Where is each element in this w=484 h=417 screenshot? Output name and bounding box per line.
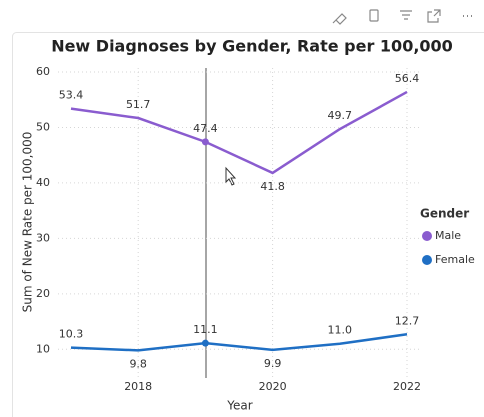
data-label: 41.8 bbox=[260, 180, 285, 193]
data-label: 10.3 bbox=[59, 328, 84, 341]
data-label: 47.4 bbox=[193, 122, 218, 135]
data-label: 49.7 bbox=[328, 109, 353, 122]
data-label: 11.0 bbox=[328, 324, 353, 337]
chart-title: New Diagnoses by Gender, Rate per 100,00… bbox=[51, 37, 453, 56]
legend-marker bbox=[422, 255, 432, 265]
toolbar[interactable] bbox=[332, 9, 472, 25]
pin-icon[interactable] bbox=[332, 13, 347, 25]
series-line bbox=[70, 333, 408, 352]
legend-title: Gender bbox=[420, 207, 469, 221]
y-tick-label: 40 bbox=[36, 176, 50, 189]
y-tick-label: 50 bbox=[36, 120, 50, 133]
y-tick-label: 10 bbox=[36, 342, 50, 355]
y-tick-label: 30 bbox=[36, 231, 50, 244]
hover-point bbox=[201, 339, 209, 347]
legend-label: Male bbox=[435, 229, 461, 242]
series-line bbox=[70, 90, 408, 175]
cursor bbox=[225, 166, 237, 186]
x-tick-label: 2020 bbox=[259, 380, 287, 393]
copy-icon[interactable] bbox=[369, 9, 379, 22]
x-tick-label: 2018 bbox=[124, 380, 152, 393]
data-label: 12.7 bbox=[395, 314, 420, 327]
data-label: 53.4 bbox=[59, 89, 84, 102]
x-axis-label: Year bbox=[226, 399, 252, 413]
hover-point bbox=[201, 138, 209, 146]
y-axis-label: Sum of New Rate per 100,000 bbox=[21, 132, 35, 313]
filter-icon[interactable] bbox=[400, 10, 412, 20]
data-label: 9.9 bbox=[264, 357, 282, 370]
focus-icon[interactable] bbox=[427, 9, 441, 23]
data-label: 11.1 bbox=[193, 323, 218, 336]
legend-label: Female bbox=[435, 253, 475, 266]
x-tick-label: 2022 bbox=[393, 380, 421, 393]
y-tick-label: 20 bbox=[36, 287, 50, 300]
data-label: 9.8 bbox=[129, 357, 147, 370]
card bbox=[12, 32, 484, 417]
data-label: 56.4 bbox=[395, 72, 420, 85]
data-label: 51.7 bbox=[126, 98, 151, 111]
y-tick-label: 60 bbox=[36, 65, 50, 78]
legend-marker bbox=[422, 231, 432, 241]
